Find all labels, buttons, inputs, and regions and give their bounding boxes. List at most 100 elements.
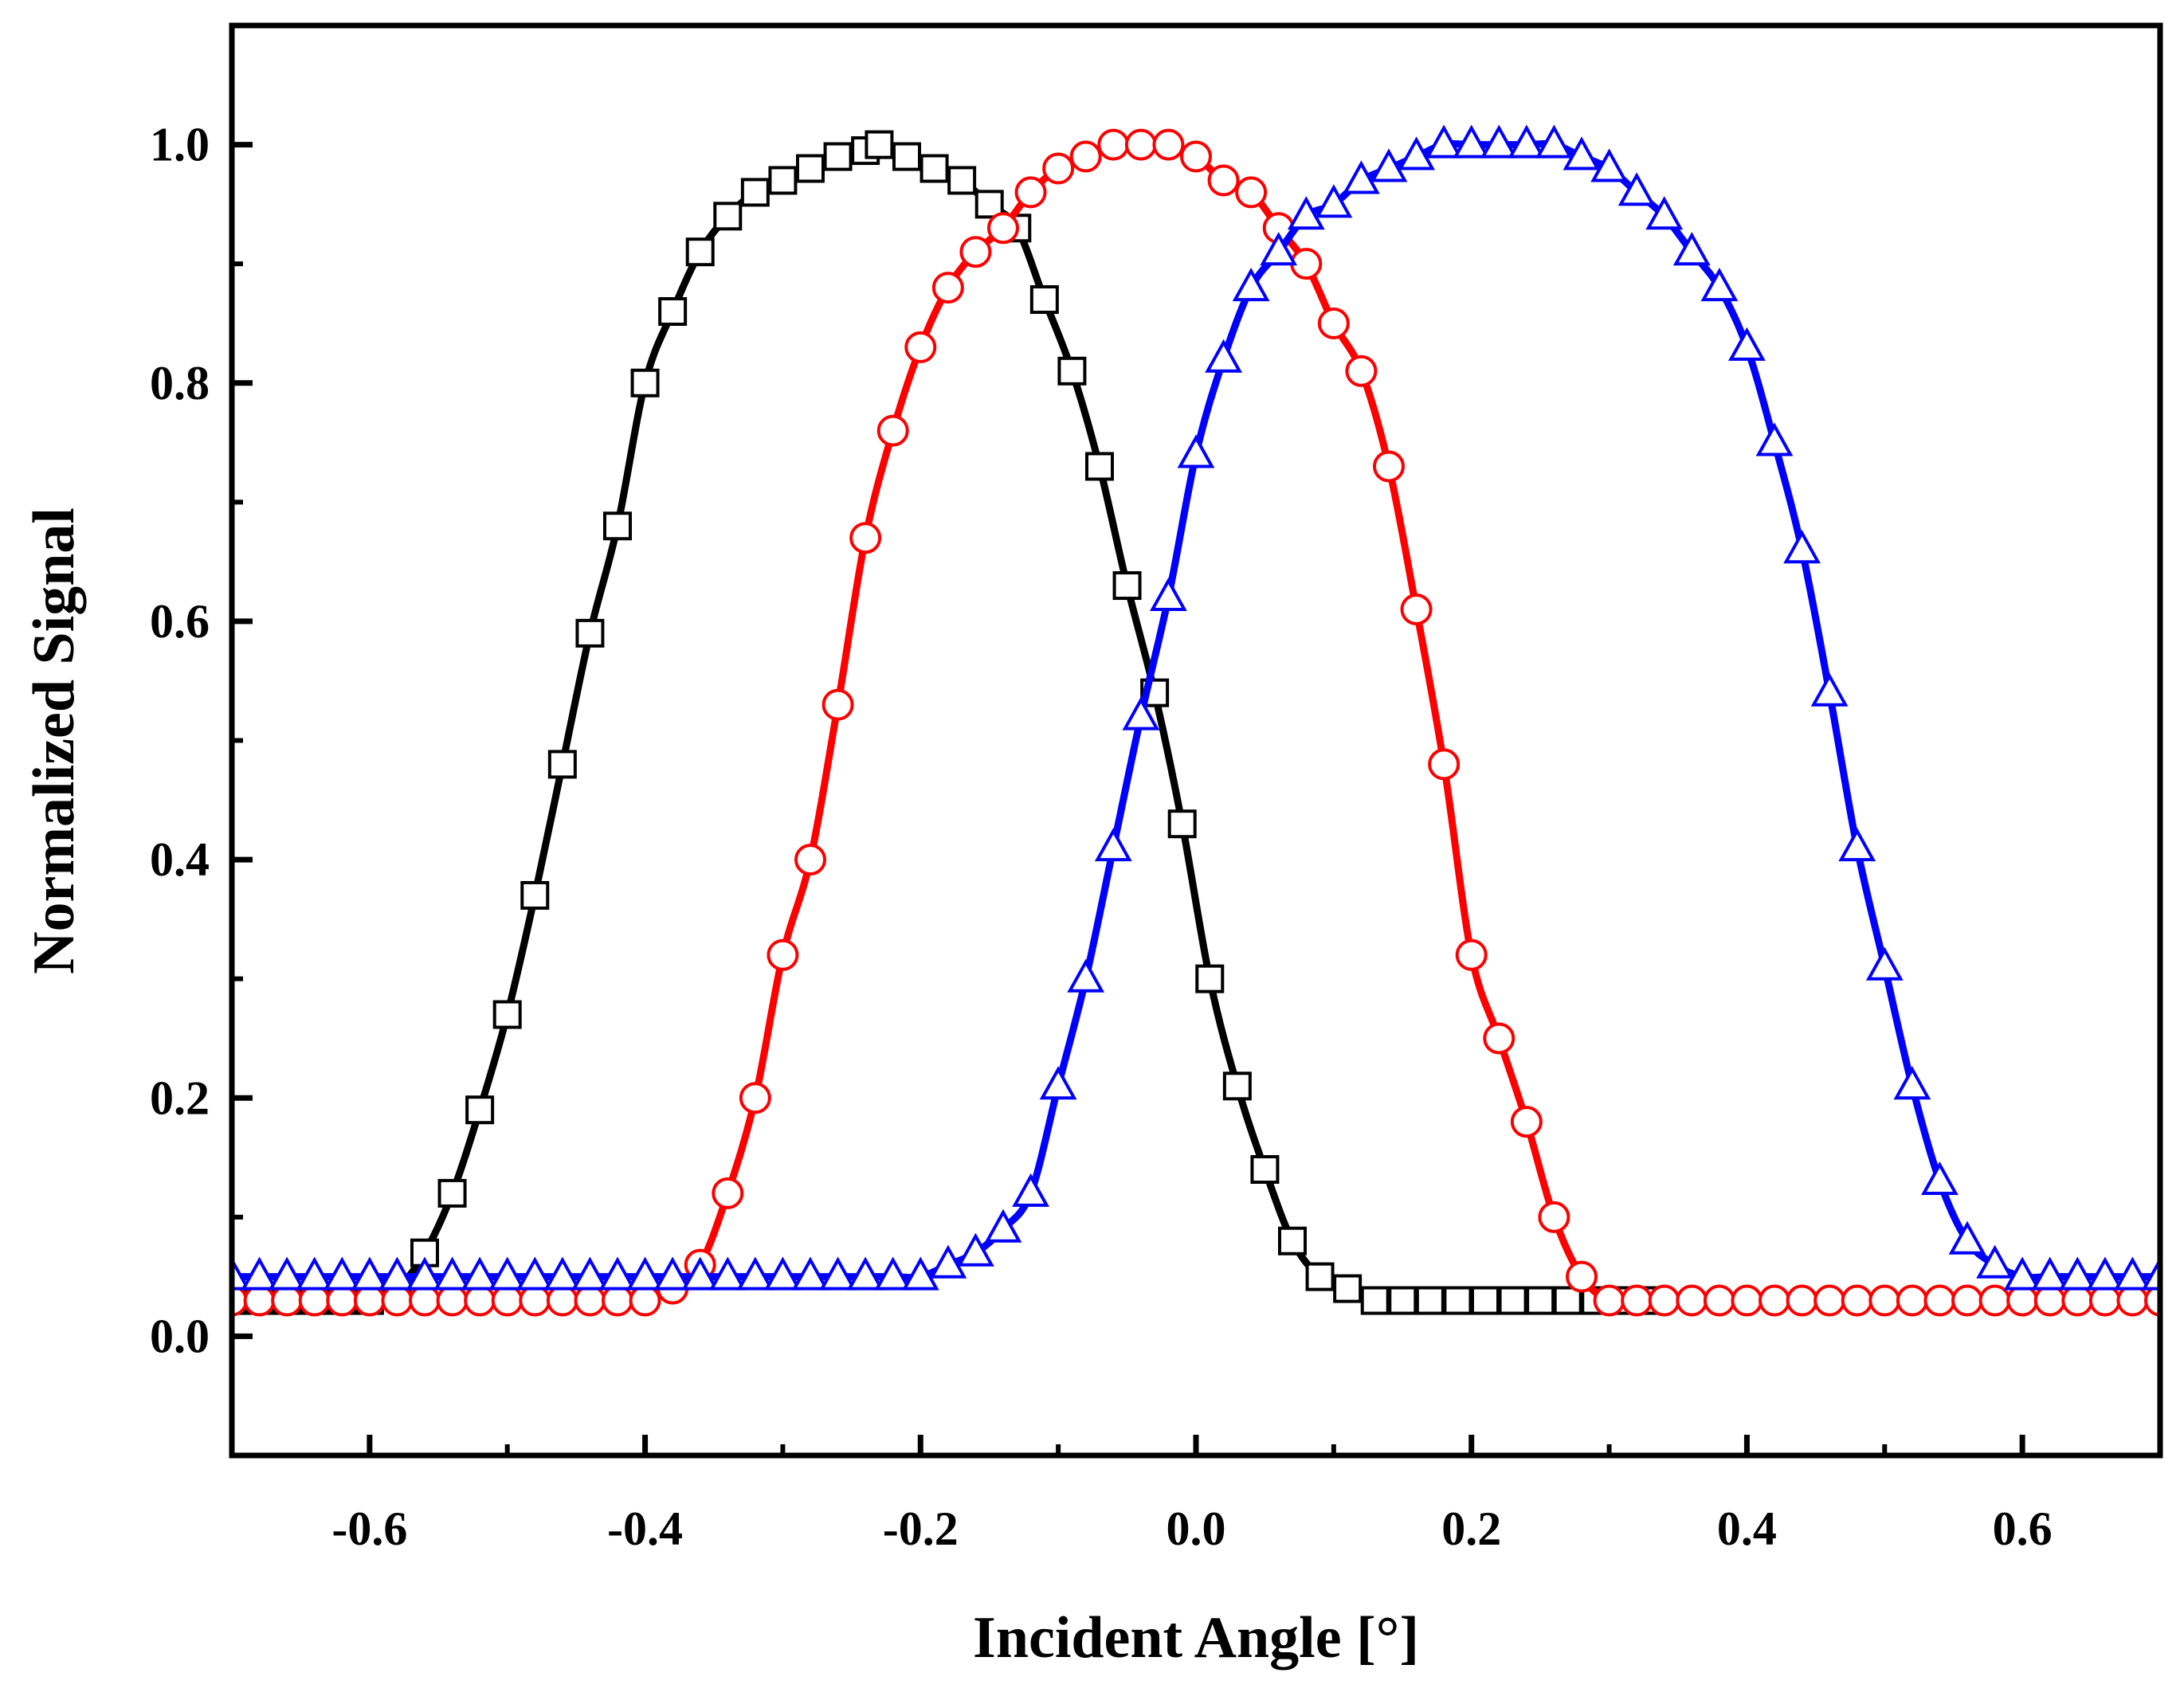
triangle-marker (1893, 1066, 1931, 1100)
circle-marker (1593, 1284, 1625, 1317)
circle-marker (436, 1284, 469, 1317)
y-tick-label: 0.8 (150, 357, 210, 409)
square-marker (1305, 1262, 1335, 1291)
square-marker (740, 178, 770, 207)
triangle-marker (1480, 124, 1518, 159)
square-marker (1112, 571, 1142, 601)
square-marker (437, 1178, 467, 1208)
series-3 (232, 124, 2160, 1291)
square-marker (1167, 809, 1197, 839)
circle-marker (1455, 938, 1488, 971)
circle-marker (353, 1284, 386, 1317)
circle-marker (959, 236, 992, 268)
triangle-marker (1976, 1244, 2013, 1279)
square-marker (630, 368, 660, 398)
square-marker (892, 142, 921, 171)
square-marker (713, 202, 743, 231)
circle-marker (849, 522, 882, 554)
circle-marker (2061, 1284, 2094, 1317)
triangle-marker (791, 1256, 829, 1291)
triangle-marker (268, 1256, 306, 1291)
square-marker (865, 130, 894, 159)
triangle-marker (1617, 172, 1656, 206)
triangle-marker (598, 1256, 637, 1291)
circle-marker (546, 1284, 578, 1317)
circle-marker (794, 844, 826, 876)
y-tick-label: 0.6 (150, 595, 210, 648)
square-marker (685, 237, 715, 267)
circle-marker (1400, 593, 1433, 625)
circle-marker (491, 1284, 523, 1317)
circle-marker (326, 1284, 359, 1317)
circle-marker (519, 1284, 551, 1317)
axis-layer: -0.6 -0.4 -0.2 0.0 0.2 0.4 0.6 0.0 0.2 0.4 0.6 0.8 1… (150, 119, 2053, 1555)
triangle-marker (1563, 136, 1601, 170)
y-tick-label: 0.0 (150, 1310, 210, 1362)
triangle-marker (241, 1256, 278, 1291)
triangle-marker (1508, 124, 1546, 159)
circle-marker (712, 1177, 744, 1209)
triangle-marker (232, 1256, 251, 1291)
square-marker (1498, 1286, 1527, 1315)
x-tick-label: -0.2 (883, 1502, 959, 1555)
circle-marker (1317, 307, 1350, 339)
square-marker (1526, 1286, 1555, 1315)
square-marker (575, 618, 605, 648)
x-tick-label: 0.0 (1166, 1502, 1226, 1555)
circle-marker (1069, 140, 1102, 173)
triangle-marker (764, 1256, 802, 1291)
square-marker (1415, 1286, 1445, 1315)
square-marker (919, 154, 949, 183)
circle-marker (243, 1284, 276, 1317)
circle-marker (1152, 128, 1185, 161)
triangle-marker (296, 1256, 334, 1291)
y-axis-title: Normalized Signal (22, 507, 87, 974)
circle-marker (1373, 450, 1405, 483)
circle-marker (1813, 1284, 1846, 1317)
circle-marker (1014, 176, 1047, 209)
circle-marker (1345, 355, 1378, 387)
circle-marker (2088, 1284, 2121, 1317)
triangle-marker (1315, 184, 1353, 218)
circle-marker (271, 1284, 304, 1317)
circle-marker (987, 212, 1019, 245)
square-marker (1388, 1286, 1417, 1315)
triangle-marker (1783, 530, 1821, 564)
triangle-marker (1094, 827, 1132, 862)
y-tick-label: 1.0 (150, 119, 210, 171)
circle-marker (1510, 1106, 1543, 1138)
triangle-marker (819, 1256, 857, 1291)
triangle-marker (351, 1256, 389, 1291)
circle-marker (1676, 1284, 1708, 1317)
x-axis-title: Incident Angle [°] (973, 1605, 1419, 1671)
circle-marker (1868, 1284, 1901, 1317)
triangle-marker (736, 1256, 774, 1291)
triangle-marker (2114, 1256, 2151, 1291)
circle-marker (1841, 1284, 1873, 1317)
circle-marker (876, 414, 909, 447)
triangle-marker (846, 1256, 884, 1291)
circle-marker (2144, 1284, 2160, 1317)
triangle-marker (2141, 1256, 2160, 1291)
square-marker (768, 166, 798, 195)
circle-marker (574, 1284, 606, 1317)
triangle-marker (1590, 148, 1628, 182)
circle-marker (602, 1284, 633, 1317)
square-marker (947, 166, 977, 195)
circle-marker (904, 331, 937, 363)
circle-marker (1621, 1284, 1653, 1317)
triangle-marker (1012, 1173, 1049, 1207)
square-marker (1222, 1071, 1252, 1101)
triangle-marker (626, 1256, 664, 1291)
triangle-marker (323, 1256, 361, 1291)
triangle-marker (516, 1256, 554, 1291)
square-marker (1553, 1286, 1582, 1315)
triangle-marker (1370, 148, 1408, 182)
triangle-marker (1672, 232, 1711, 266)
triangle-marker (1122, 696, 1160, 731)
square-marker (1333, 1274, 1363, 1303)
triangle-marker (957, 1232, 994, 1267)
square-marker (1195, 964, 1225, 993)
circle-marker (1042, 152, 1075, 185)
triangle-marker (1810, 672, 1849, 707)
